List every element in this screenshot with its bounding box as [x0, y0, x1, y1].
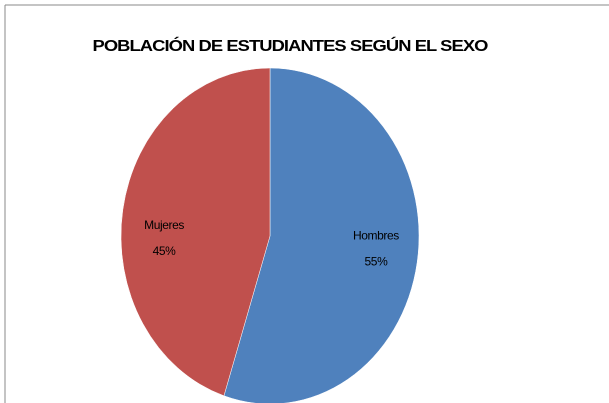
slice-label: Hombres — [353, 228, 399, 242]
chart-title: POBLACIÓN DE ESTUDIANTES SEGÚN EL SEXO — [93, 36, 488, 55]
slice-label: Mujeres — [144, 218, 184, 232]
pie-slice — [120, 67, 271, 397]
value-label: 55% — [365, 254, 389, 268]
pie-slice — [223, 67, 420, 403]
value-label: 45% — [153, 244, 177, 258]
